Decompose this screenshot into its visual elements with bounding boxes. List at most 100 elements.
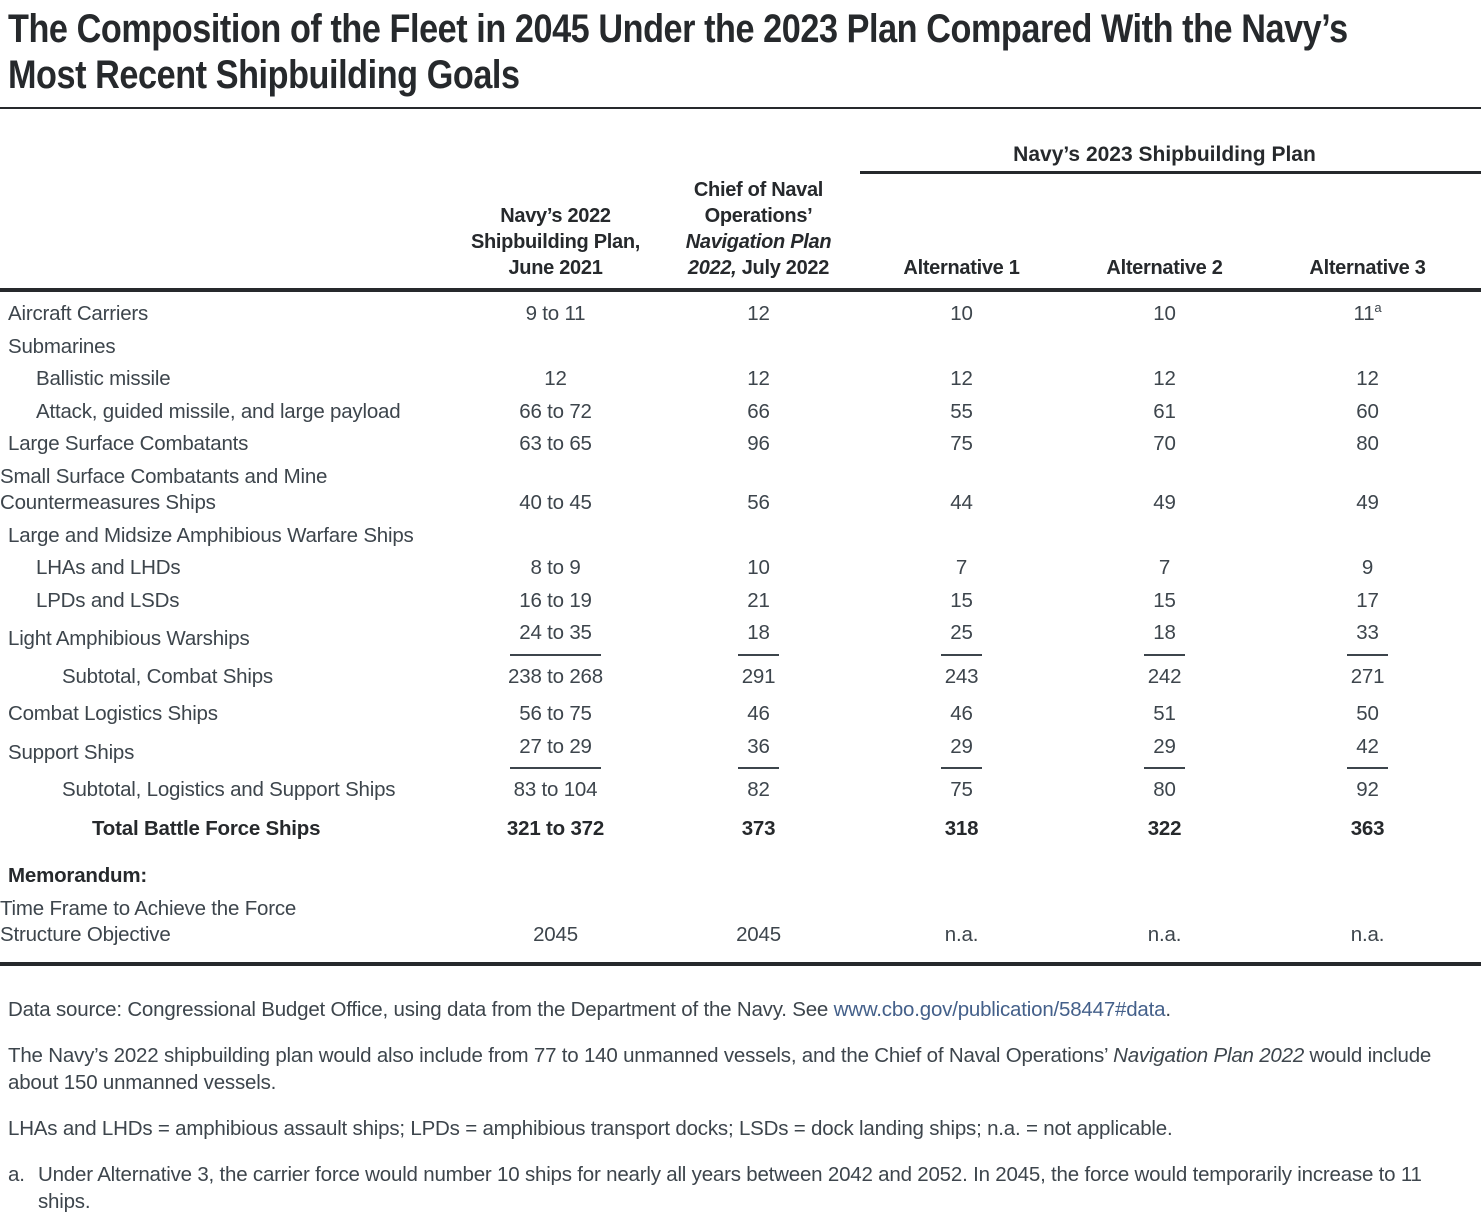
text-segment: would include about 150 unmanned vessels… <box>8 1043 1432 1094</box>
cell-value: 46 <box>747 702 770 725</box>
text-segment: Navy’s 2022 <box>500 205 611 227</box>
column-header-line: Alternative 2 <box>1063 255 1266 281</box>
table-row: Subtotal, Logistics and Support Ships 83 … <box>0 774 1469 807</box>
cell-value: 66 <box>747 399 770 423</box>
cell-value: 56 <box>747 491 770 514</box>
cell-value: 66 to 72 <box>519 399 592 423</box>
column-header-line: Chief of Naval <box>657 177 860 203</box>
row-label: Aircraft Carriers <box>8 302 149 325</box>
cell-value: 7 <box>955 556 968 579</box>
cell-value: 92 <box>1356 778 1379 801</box>
cell-value: 51 <box>1153 702 1176 725</box>
text-segment: Alternative 2 <box>1106 257 1223 279</box>
column-headers-row: Navy’s 2022 Shipbuilding Plan, June 2021 Ch… <box>0 174 1469 288</box>
table-row: Small Surface Combatants and Mine Counte… <box>0 461 1469 520</box>
cell-value: 12 <box>747 302 770 325</box>
cell-value: 9 to 11 <box>525 302 586 325</box>
table-row: Attack, guided missile, and large payloa… <box>0 396 1469 429</box>
text-segment: Alternative 1 <box>903 257 1020 279</box>
cell-value: 24 to 35 <box>454 617 657 656</box>
cell-value: 61 <box>1153 399 1176 423</box>
text-segment: Chief of Naval <box>693 179 824 201</box>
table-row: Submarines <box>0 331 1469 364</box>
table-row: Total Battle Force Ships 321 to 372 373 318… <box>0 813 1469 846</box>
span-header-row: Navy’s 2023 Shipbuilding Plan <box>0 143 1469 167</box>
table-row: Large Surface Combatants 63 to 65 96 75 70 80 <box>0 428 1469 461</box>
table-row: Memorandum: <box>0 860 1469 893</box>
data-source-link[interactable]: www.cbo.gov/publication/58447#data <box>833 997 1166 1021</box>
cell-value: 63 to 65 <box>519 432 592 455</box>
column-header-navy-2022-plan: Navy’s 2022 Shipbuilding Plan, June 2021 <box>454 203 657 281</box>
cell-value: 363 <box>1350 816 1385 840</box>
cell-value: 243 <box>944 664 979 688</box>
cell-value-with-sum-rule: 24 to 35 <box>510 617 601 656</box>
cell-value: 321 to 372 <box>506 816 605 840</box>
title-rule <box>0 107 1481 109</box>
page-title-line1: The Composition of the Fleet in 2045 Und… <box>8 7 1348 51</box>
text-segment: Shipbuilding Plan, <box>470 231 641 253</box>
footnote-a: a. Under Alternative 3, the carrier force… <box>0 1161 1460 1215</box>
cell-value: 318 <box>944 816 979 840</box>
text-segment: Under Alternative 3, the carrier force w… <box>38 1162 1422 1213</box>
row-label: LPDs and LSDs <box>36 588 180 612</box>
table-row: Combat Logistics Ships 56 to 75 46 46 51 50 <box>0 698 1469 731</box>
cell-value-with-sum-rule: 18 <box>1144 617 1185 656</box>
cell-value-with-sum-rule: 42 <box>1347 731 1388 769</box>
cell-value-with-sum-rule: 36 <box>738 731 779 769</box>
italic-text: Navigation Plan <box>685 231 832 253</box>
cell-value: 12 <box>1356 367 1379 390</box>
cell-value-with-sum-rule: 29 <box>941 731 982 769</box>
cell-value: 9 <box>1361 556 1374 579</box>
cell-value: 82 <box>747 778 770 801</box>
cell-value: 238 to 268 <box>508 664 603 688</box>
cell-value: 55 <box>950 399 973 423</box>
cell-value-with-sum-rule: 33 <box>1347 617 1388 656</box>
italic-text: 2022, <box>687 257 737 279</box>
cell-value: 80 <box>1153 778 1176 801</box>
cell-value: n.a. <box>944 923 979 946</box>
cell-value-with-sum-rule: 18 <box>738 617 779 656</box>
page-title-line2: Most Recent Shipbuilding Goals <box>8 53 520 97</box>
cell-value: 12 <box>747 367 770 390</box>
row-label: Support Ships <box>8 740 135 764</box>
row-label: Time Frame to Achieve the Force Structur… <box>0 896 297 947</box>
cell-value: 75 <box>950 778 973 801</box>
column-header-line: Operations’ <box>657 203 860 229</box>
abbreviations-note: LHAs and LHDs = amphibious assault ships… <box>0 1115 1460 1142</box>
cbo-table-page: The Composition of the Fleet in 2045 Und… <box>0 6 1481 1215</box>
footnote-marker: a. <box>8 1162 25 1186</box>
cell-value: 50 <box>1356 702 1379 725</box>
table-body: Aircraft Carriers 9 to 11 12 10 10 11a Submari… <box>0 298 1481 952</box>
span-header-rule <box>860 171 1481 174</box>
cell-value: 10 <box>1153 302 1176 325</box>
cell-value: 40 to 45 <box>519 491 592 514</box>
table-row: LPDs and LSDs 16 to 19 21 15 15 17 <box>0 585 1469 618</box>
cell-value: 49 <box>1153 491 1176 514</box>
table-row: Subtotal, Combat Ships 238 to 268 291 243 24… <box>0 661 1469 694</box>
cell-value: 322 <box>1147 816 1182 840</box>
cell-value: 18 <box>1063 617 1266 656</box>
italic-text: Navigation Plan 2022 <box>1113 1043 1305 1067</box>
cell-value: 27 to 29 <box>454 731 657 769</box>
column-header-line: Alternative 1 <box>860 255 1063 281</box>
column-header-line: June 2021 <box>454 255 657 281</box>
table-row: Light Amphibious Warships 24 to 35 18 25 18 3… <box>0 617 1469 656</box>
cell-value: 44 <box>950 491 973 514</box>
table-header-rule <box>0 288 1481 292</box>
cell-value: 16 to 19 <box>519 588 592 612</box>
row-label: Memorandum: <box>8 864 148 887</box>
column-header-line: Shipbuilding Plan, <box>454 229 657 255</box>
row-label: Subtotal, Combat Ships <box>62 664 273 688</box>
cell-value: 7 <box>1158 556 1171 579</box>
table-row: Aircraft Carriers 9 to 11 12 10 10 11a <box>0 298 1469 331</box>
cell-value: 12 <box>544 367 567 390</box>
cell-value: 12 <box>950 367 973 390</box>
cell-value: 33 <box>1266 617 1469 656</box>
cell-value: n.a. <box>1350 923 1385 946</box>
cell-value: 373 <box>741 816 776 840</box>
row-label: Light Amphibious Warships <box>8 627 250 650</box>
row-label: Submarines <box>8 334 116 358</box>
unmanned-vessels-note: The Navy’s 2022 shipbuilding plan would … <box>0 1042 1460 1096</box>
row-label: Large Surface Combatants <box>8 432 249 455</box>
cell-value: 42 <box>1266 731 1469 769</box>
